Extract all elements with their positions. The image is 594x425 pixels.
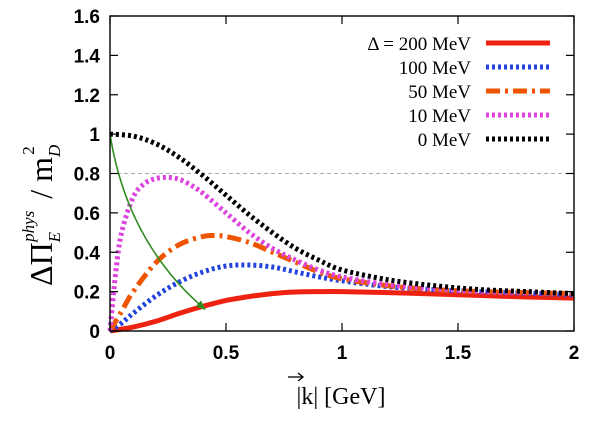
x-tick-label: 1: [337, 343, 348, 364]
series-line-4: [109, 131, 575, 297]
legend-label-3: 10 MeV: [408, 106, 471, 127]
x-tick-label: 1.5: [445, 343, 472, 364]
y-axis-label: ΔΠEphys / mD2: [19, 144, 64, 286]
y-tick-label: 0.2: [74, 283, 100, 304]
x-tick-label: 0.5: [213, 343, 240, 364]
legend-label-1: 100 MeV: [399, 58, 472, 79]
y-tick-label: 0.8: [74, 165, 100, 186]
series-line-3: [107, 174, 575, 332]
series-line-0: [109, 289, 575, 334]
legend-label-4: 0 MeV: [418, 130, 472, 151]
y-tick-label: 1.4: [74, 46, 101, 67]
y-tick-label: 0: [89, 322, 100, 343]
series-line-1: [108, 262, 575, 334]
annotation-arrow: [109, 134, 206, 310]
y-tick-label: 0.4: [74, 243, 101, 264]
x-axis-label-text: |k| [GeV]: [297, 384, 386, 410]
x-tick-label: 0: [105, 343, 116, 364]
x-tick-label: 2: [569, 343, 580, 364]
legend-label-2: 50 MeV: [408, 82, 471, 103]
y-tick-label: 1.6: [74, 7, 100, 28]
y-tick-label: 1: [89, 125, 100, 146]
vector-arrow-head: [297, 372, 305, 382]
series-line-2: [107, 232, 575, 333]
y-tick-label: 0.6: [74, 204, 100, 225]
x-axis-label: |k| [GeV]: [288, 372, 386, 410]
y-tick-label: 1.2: [74, 86, 100, 107]
legend-label-0: Δ = 200 MeV: [367, 34, 471, 55]
